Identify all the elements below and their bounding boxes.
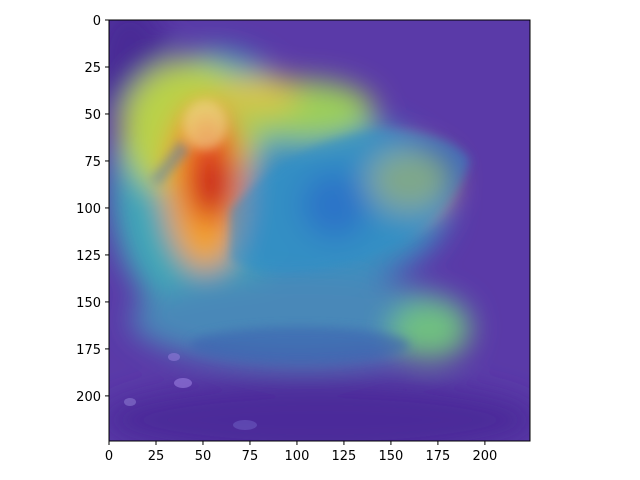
y-tick-label: 175 [76, 343, 101, 358]
y-tick-label: 75 [84, 155, 101, 170]
y-tick-label: 50 [84, 108, 101, 123]
y-tick-label: 200 [76, 390, 101, 405]
heatmap-image [109, 20, 530, 441]
y-tick-label: 100 [76, 202, 101, 217]
y-axis: 0 25 50 75 100 125 150 175 200 [76, 14, 109, 405]
axes-frame [108, 19, 531, 442]
x-tick-label: 75 [242, 449, 259, 464]
x-axis: 0 25 50 75 100 125 150 175 200 [105, 441, 497, 464]
x-tick-label: 125 [332, 449, 357, 464]
x-tick-label: 100 [285, 449, 310, 464]
x-tick-label: 50 [195, 449, 212, 464]
x-tick-label: 150 [379, 449, 404, 464]
x-tick-label: 200 [472, 449, 497, 464]
x-tick-label: 25 [148, 449, 165, 464]
y-tick-label: 125 [76, 249, 101, 264]
x-tick-label: 0 [105, 449, 113, 464]
y-tick-label: 150 [76, 296, 101, 311]
y-tick-label: 25 [84, 61, 101, 76]
y-tick-label: 0 [93, 14, 101, 29]
x-tick-label: 175 [425, 449, 450, 464]
